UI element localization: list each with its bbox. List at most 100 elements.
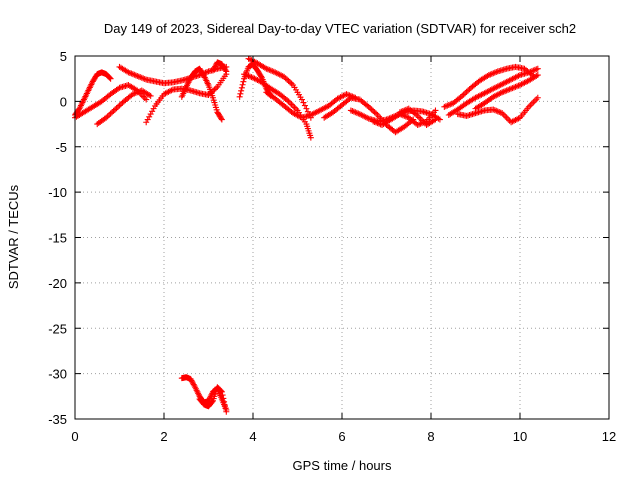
data-point [534, 72, 541, 79]
y-tick-label: -10 [48, 185, 67, 200]
data-point [143, 96, 150, 103]
data-point [110, 107, 117, 114]
data-point [219, 392, 226, 399]
data-point [223, 408, 230, 415]
data-point [113, 105, 120, 112]
data-point [462, 90, 469, 97]
data-point [209, 398, 216, 405]
data-point [432, 107, 439, 114]
y-tick-label: -30 [48, 367, 67, 382]
data-point [284, 76, 291, 83]
data-point [534, 65, 541, 72]
data-point [300, 99, 307, 106]
x-tick-label: 4 [249, 429, 256, 444]
data-point [117, 101, 124, 108]
data-point [146, 113, 153, 120]
data-point [109, 109, 116, 116]
data-point [373, 110, 380, 117]
data-point [107, 75, 114, 82]
data-point [150, 105, 157, 112]
data-point [293, 105, 300, 112]
data-point [287, 99, 294, 106]
data-point [288, 80, 295, 87]
data-point [106, 74, 113, 81]
x-tick-label: 10 [513, 429, 527, 444]
x-tick-labels: 0 2 4 6 8 10 12 [71, 429, 616, 444]
y-tick-label: -5 [55, 140, 67, 155]
data-point [222, 405, 229, 412]
data-point [287, 79, 294, 86]
x-tick-label: 6 [338, 429, 345, 444]
data-point [149, 108, 156, 115]
data-point [528, 100, 535, 107]
data-point [239, 81, 246, 88]
data-point [502, 113, 509, 120]
y-tick-label: 5 [60, 49, 67, 64]
data-point [221, 398, 228, 405]
data-point [218, 388, 225, 395]
data-point [416, 114, 423, 121]
data-point [222, 67, 229, 74]
data-point [288, 101, 295, 108]
y-tick-label: -25 [48, 321, 67, 336]
data-point [303, 105, 310, 112]
data-point [221, 402, 228, 409]
data-points [72, 55, 541, 415]
data-point [301, 102, 308, 109]
axis-ticks [74, 55, 610, 420]
data-point [240, 78, 247, 85]
data-point [285, 77, 292, 84]
y-tick-labels: 5 0 -5 -10 -15 -20 -25 -30 -35 [48, 49, 67, 427]
data-point [290, 102, 297, 109]
y-tick-label: 0 [60, 94, 67, 109]
data-point [534, 94, 541, 101]
data-point [223, 68, 230, 75]
data-point [220, 395, 227, 402]
y-axis-label: SDTVAR / TECUs [6, 184, 21, 289]
x-tick-label: 8 [427, 429, 434, 444]
y-tick-label: -20 [48, 276, 67, 291]
data-point [533, 96, 540, 103]
y-tick-label: -15 [48, 231, 67, 246]
y-tick-label: -35 [48, 412, 67, 427]
data-point [147, 111, 154, 118]
data-point [238, 87, 245, 94]
data-point [218, 115, 225, 122]
data-point [370, 107, 377, 114]
data-point [298, 96, 305, 103]
x-axis-label: GPS time / hours [293, 458, 392, 473]
data-point [463, 88, 470, 95]
data-point [368, 106, 375, 113]
data-point [503, 114, 510, 121]
data-point [531, 97, 538, 104]
data-point [112, 106, 119, 113]
data-point [144, 116, 151, 123]
data-point [371, 109, 378, 116]
data-point [291, 104, 298, 111]
data-point [432, 116, 439, 123]
data-point [141, 95, 148, 102]
x-tick-label: 0 [71, 429, 78, 444]
data-point [106, 111, 113, 118]
data-point [237, 90, 244, 97]
data-point [147, 92, 154, 99]
data-point [530, 99, 537, 106]
data-point [218, 116, 225, 123]
data-point [236, 93, 243, 100]
data-point [116, 102, 123, 109]
data-point [238, 84, 245, 91]
data-point [115, 103, 122, 110]
data-point [212, 85, 219, 92]
data-point [218, 388, 225, 395]
data-point [307, 134, 314, 141]
data-point [527, 102, 534, 109]
x-tick-label: 2 [160, 429, 167, 444]
data-point [143, 119, 150, 126]
chart-title: Day 149 of 2023, Sidereal Day-to-day VTE… [104, 21, 576, 36]
data-point [465, 87, 472, 94]
data-point [107, 110, 114, 117]
data-point [417, 115, 424, 122]
data-point [258, 73, 265, 80]
x-tick-label: 12 [602, 429, 616, 444]
